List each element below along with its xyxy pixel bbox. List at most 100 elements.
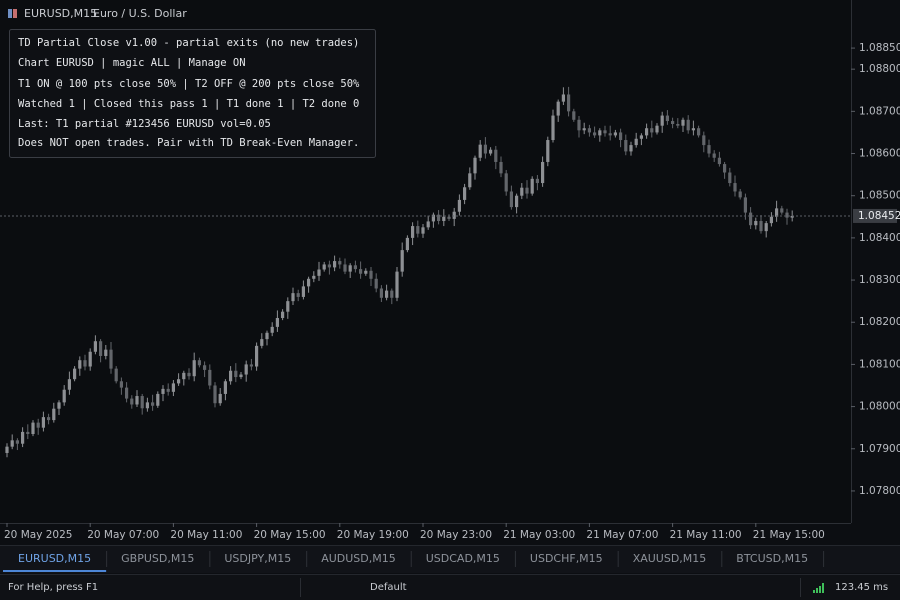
candle-body	[218, 393, 222, 404]
candle-body	[374, 278, 378, 289]
candle-body	[348, 265, 352, 272]
candle-body	[530, 178, 534, 194]
active-tab-indicator	[3, 570, 107, 572]
candle-body	[187, 372, 191, 377]
y-tick-label: 1.07900	[859, 443, 900, 455]
candle-body	[265, 332, 269, 340]
candle-body	[5, 446, 9, 453]
candle-body	[88, 351, 92, 367]
signal-bar	[822, 583, 824, 593]
x-tick-label: 20 May 15:00	[254, 529, 326, 541]
candle-body	[390, 290, 394, 298]
candle-body	[281, 311, 285, 319]
candle-body	[769, 216, 773, 224]
candle-body	[275, 318, 279, 327]
x-tick-label: 20 May 23:00	[420, 529, 492, 541]
candle-body	[400, 250, 404, 272]
status-profile: Default	[370, 582, 407, 593]
candle-body	[67, 379, 71, 390]
tab[interactable]: USDCAD,M15	[426, 552, 500, 565]
tab[interactable]: GBPUSD,M15	[121, 552, 194, 565]
candle-body	[177, 379, 181, 384]
symbol: EURUSD,M15	[24, 7, 97, 20]
candle-body	[754, 221, 758, 226]
candle-body	[655, 125, 659, 133]
x-tick-label: 20 May 11:00	[170, 529, 242, 541]
candle-body	[156, 393, 160, 406]
candle-body	[717, 157, 721, 165]
tab[interactable]: BTCUSD,M15	[736, 552, 808, 565]
tab[interactable]: EURUSD,M15	[18, 552, 91, 565]
candle-body	[192, 360, 196, 377]
candle-body	[457, 199, 461, 212]
candle-body	[182, 372, 186, 380]
candle-body	[52, 408, 56, 421]
current-price-label: 1.08452	[858, 210, 900, 222]
candle-body	[535, 178, 539, 184]
candle-body	[707, 145, 711, 154]
candle-body	[57, 402, 61, 409]
candle-body	[634, 138, 638, 146]
y-tick-label: 1.08500	[859, 190, 900, 202]
candle-body	[41, 417, 45, 428]
info-line: TD Partial Close v1.00 - partial exits (…	[18, 37, 359, 49]
candle-body	[567, 94, 571, 112]
tab[interactable]: AUDUSD,M15	[321, 552, 396, 565]
y-tick-label: 1.07800	[859, 485, 900, 497]
tab-bar	[0, 545, 900, 573]
candle-body	[286, 301, 290, 312]
candle-body	[431, 214, 435, 222]
candle-body	[650, 128, 654, 133]
candle-body	[556, 101, 560, 116]
candle-body	[473, 157, 477, 174]
candle-body	[359, 269, 363, 274]
plot	[0, 86, 851, 458]
candle-body	[603, 130, 607, 134]
candle-body	[702, 135, 706, 146]
signal-bar	[813, 590, 815, 593]
candle-body	[499, 161, 503, 174]
tab[interactable]: XAUUSD,M15	[633, 552, 707, 565]
candle-body	[759, 221, 763, 232]
candle-body	[385, 290, 389, 298]
candle-body	[775, 208, 779, 217]
candle-body	[151, 402, 155, 406]
candle-body	[10, 440, 14, 447]
candle-body	[130, 398, 134, 405]
x-tick-label: 21 May 07:00	[586, 529, 658, 541]
status-bar	[0, 574, 900, 600]
tab[interactable]: USDCHF,M15	[530, 552, 603, 565]
signal-bar	[819, 586, 821, 593]
y-tick-label: 1.08800	[859, 63, 900, 75]
candle-body	[504, 173, 508, 192]
candle-body	[780, 208, 784, 213]
candle-body	[416, 226, 420, 234]
candle-body	[312, 275, 316, 279]
candle-body	[47, 417, 51, 421]
current-price-box	[853, 208, 897, 223]
x-tick-label: 21 May 15:00	[753, 529, 825, 541]
candle-body	[442, 216, 446, 222]
candle-body	[203, 365, 207, 370]
candle-body	[343, 264, 347, 272]
candle-body	[468, 173, 472, 188]
symbol-icon	[8, 9, 12, 18]
candle-body	[728, 172, 732, 184]
candle-body	[15, 440, 19, 444]
candle-body	[494, 149, 498, 162]
x-tick-label: 20 May 07:00	[87, 529, 159, 541]
candle-body	[78, 360, 82, 369]
candle-body	[478, 144, 482, 158]
candle-body	[333, 261, 337, 268]
tab[interactable]: USDJPY,M15	[224, 552, 291, 565]
tabs: EURUSD,M15 GBPUSD,M15 USDJPY,M15 AUDUSD,M15…	[3, 551, 825, 572]
candle-body	[587, 128, 591, 133]
candle-body	[411, 226, 415, 238]
candle-body	[338, 261, 342, 265]
candle-body	[379, 288, 383, 298]
y-tick-label: 1.08600	[859, 148, 900, 160]
x-tick-label: 20 May 19:00	[337, 529, 409, 541]
candle-body	[166, 388, 170, 392]
